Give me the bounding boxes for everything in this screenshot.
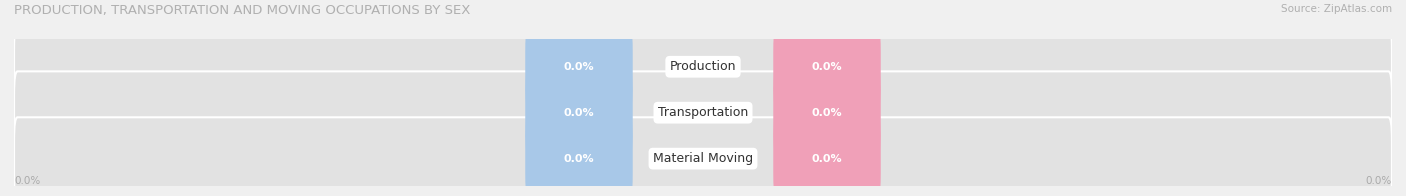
FancyBboxPatch shape [14, 25, 1392, 108]
Text: 0.0%: 0.0% [564, 108, 595, 118]
Text: Transportation: Transportation [658, 106, 748, 119]
Text: Material Moving: Material Moving [652, 152, 754, 165]
Text: 0.0%: 0.0% [564, 62, 595, 72]
Text: 0.0%: 0.0% [811, 154, 842, 164]
Text: 0.0%: 0.0% [564, 154, 595, 164]
FancyBboxPatch shape [14, 71, 1392, 154]
FancyBboxPatch shape [14, 117, 1392, 196]
Text: Production: Production [669, 60, 737, 73]
Text: Source: ZipAtlas.com: Source: ZipAtlas.com [1281, 4, 1392, 14]
FancyBboxPatch shape [773, 61, 880, 164]
FancyBboxPatch shape [526, 15, 633, 118]
FancyBboxPatch shape [526, 107, 633, 196]
FancyBboxPatch shape [773, 107, 880, 196]
FancyBboxPatch shape [526, 61, 633, 164]
Text: 0.0%: 0.0% [811, 108, 842, 118]
FancyBboxPatch shape [773, 15, 880, 118]
Text: 0.0%: 0.0% [811, 62, 842, 72]
Text: 0.0%: 0.0% [1365, 176, 1392, 186]
Text: 0.0%: 0.0% [14, 176, 41, 186]
Text: PRODUCTION, TRANSPORTATION AND MOVING OCCUPATIONS BY SEX: PRODUCTION, TRANSPORTATION AND MOVING OC… [14, 4, 471, 17]
